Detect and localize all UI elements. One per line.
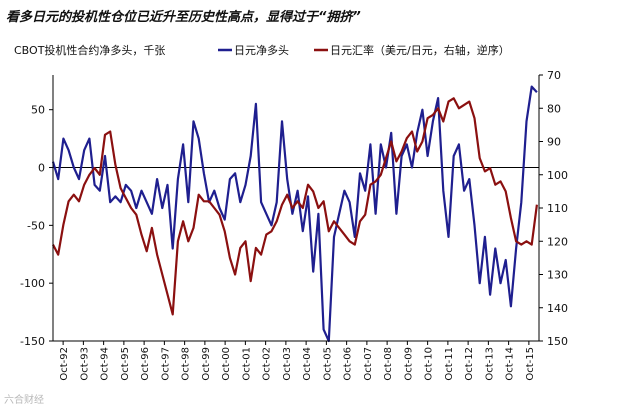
- series-line-1: [52, 97, 538, 316]
- legend-label-0: 日元净多头: [234, 43, 289, 57]
- x-tick-label: Oct-94: [100, 347, 111, 381]
- y-tick-label: 50: [31, 104, 45, 117]
- chart-title: 看多日元的投机性仓位已近升至历史性高点，显得过于“拥挤”: [6, 10, 361, 25]
- legend: 日元净多头 日元汇率（美元/日元，右轴，逆序）: [218, 43, 510, 57]
- y2-tick-label: 120: [547, 235, 568, 248]
- x-tick-label: Oct-13: [484, 347, 495, 381]
- x-tick-label: Oct-92: [59, 347, 70, 381]
- x-tick-label: Oct-99: [201, 347, 212, 381]
- series-lines: [51, 85, 538, 343]
- y-tick-label: -150: [20, 335, 45, 348]
- y2-tick-label: 110: [547, 202, 568, 215]
- x-tick-label: Oct-93: [79, 347, 90, 381]
- x-tick-label: Oct-97: [160, 347, 171, 381]
- x-tick-label: Oct-11: [444, 347, 455, 381]
- x-tick-label: Oct-95: [120, 347, 131, 381]
- x-tick-label: Oct-03: [282, 347, 293, 381]
- legend-label-1: 日元汇率（美元/日元，右轴，逆序）: [330, 43, 510, 57]
- y-tick-label: -100: [20, 277, 45, 290]
- x-tick-label: Oct-15: [525, 347, 536, 381]
- y2-tick-label: 140: [547, 302, 568, 315]
- x-tick-label: Oct-07: [363, 347, 374, 381]
- axes: 50 0 -50 -100 -150 70 80 90 100 110 120 130 140 150 Oc…: [20, 69, 568, 381]
- x-tick-label: Oct-05: [322, 347, 333, 381]
- y-tick-label: 0: [38, 162, 45, 175]
- x-tick-label: Oct-96: [140, 347, 151, 381]
- y2-tick-label: 100: [547, 169, 568, 182]
- y-tick-label: -50: [27, 219, 45, 232]
- x-tick-label: Oct-06: [343, 347, 354, 381]
- x-tick-label: Oct-01: [241, 347, 252, 381]
- y2-tick-label: 90: [547, 136, 561, 149]
- y2-tick-label: 70: [547, 69, 561, 82]
- y2-tick-label: 150: [547, 335, 568, 348]
- y2-tick-label: 80: [547, 102, 561, 115]
- x-tick-label: Oct-08: [383, 347, 394, 381]
- x-tick-label: Oct-14: [505, 347, 516, 381]
- x-tick-label: Oct-09: [403, 347, 414, 381]
- x-tick-label: Oct-00: [221, 347, 232, 381]
- x-tick-label: Oct-04: [302, 347, 313, 381]
- watermark: 六合财经: [4, 395, 44, 406]
- x-tick-label: Oct-12: [464, 347, 475, 381]
- series-line-0: [51, 85, 538, 343]
- y2-tick-label: 130: [547, 269, 568, 282]
- x-tick-label: Oct-10: [424, 347, 435, 381]
- left-axis-label: CBOT投机性合约净多头，千张: [14, 43, 165, 57]
- x-tick-label: Oct-98: [181, 347, 192, 381]
- x-tick-label: Oct-02: [262, 347, 273, 381]
